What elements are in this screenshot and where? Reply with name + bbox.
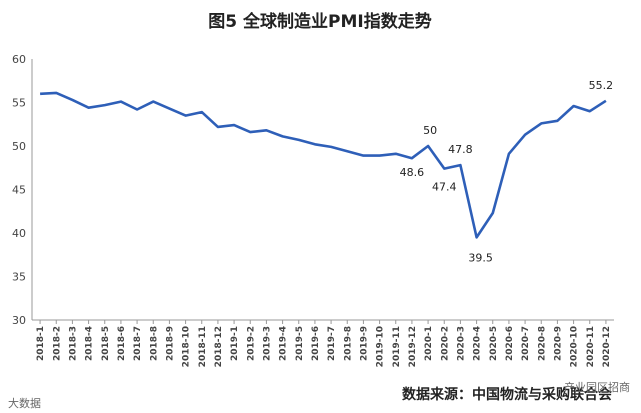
y-tick-label: 30 [12, 314, 26, 327]
data-labels: 48.6 50 47.4 47.8 39.5 55.2 [400, 79, 614, 265]
x-tick-label: 2020-7 [521, 326, 531, 361]
x-tick-label: 2019-7 [327, 326, 337, 361]
x-tick-label: 2019-12 [408, 326, 418, 367]
y-tick-label: 50 [12, 140, 26, 153]
x-tick-label: 2020-2 [440, 326, 450, 361]
y-tick-label: 60 [12, 53, 26, 66]
x-tick-label: 2019-3 [262, 326, 272, 361]
y-axis-ticks: 30 35 40 45 50 55 60 [12, 53, 26, 327]
watermark-right: 产业园区招商 [564, 380, 630, 394]
x-tick-label: 2018-7 [133, 326, 143, 361]
x-tick-label: 2020-10 [570, 326, 580, 367]
x-tick-label: 2018-10 [182, 326, 192, 367]
watermark-left: 大数据 [8, 396, 41, 410]
x-axis-ticks: 2018-1 2018-2 2018-3 2018-4 2018-5 2018-6 2018… [36, 320, 612, 367]
x-tick-label: 2018-6 [117, 326, 127, 361]
y-tick-label: 55 [12, 97, 26, 110]
x-tick-label: 2018-1 [36, 326, 46, 361]
y-tick-label: 35 [12, 271, 26, 284]
x-tick-label: 2018-11 [198, 326, 208, 367]
x-tick-label: 2019-2 [246, 326, 256, 361]
x-tick-label: 2019-10 [376, 326, 386, 367]
x-tick-label: 2019-1 [230, 326, 240, 361]
x-tick-label: 2018-4 [85, 326, 95, 361]
x-tick-label: 2018-5 [101, 326, 111, 361]
data-label: 50 [423, 124, 437, 137]
x-tick-label: 2018-12 [214, 326, 224, 367]
x-tick-label: 2018-9 [165, 326, 175, 361]
x-tick-label: 2020-6 [505, 326, 515, 361]
pmi-series-line [40, 91, 607, 239]
x-tick-label: 2018-8 [149, 326, 159, 361]
axes [31, 59, 614, 321]
x-tick-label: 2020-5 [489, 326, 499, 361]
chart-title: 图5 全球制造业PMI指数走势 [208, 11, 431, 32]
x-tick-label: 2018-3 [68, 326, 78, 361]
x-tick-label: 2020-1 [424, 326, 434, 361]
x-tick-label: 2019-6 [311, 326, 321, 361]
x-tick-label: 2018-2 [52, 326, 62, 361]
data-label: 47.8 [448, 143, 473, 156]
x-tick-label: 2020-4 [473, 326, 483, 361]
y-tick-label: 40 [12, 227, 26, 240]
data-label: 48.6 [400, 166, 425, 179]
y-tick-label: 45 [12, 184, 26, 197]
source-note: 数据来源：中国物流与采购联合会 [402, 386, 613, 403]
x-tick-label: 2020-12 [602, 326, 612, 367]
data-label: 47.4 [432, 181, 457, 194]
x-tick-label: 2019-5 [295, 326, 305, 361]
data-label: 55.2 [589, 79, 614, 92]
x-tick-label: 2019-4 [279, 326, 289, 361]
data-label: 39.5 [468, 251, 493, 264]
x-tick-label: 2020-11 [586, 326, 596, 367]
x-tick-label: 2020-8 [537, 326, 547, 361]
x-tick-label: 2020-9 [553, 326, 563, 361]
x-tick-label: 2019-11 [392, 326, 402, 367]
x-tick-label: 2019-9 [359, 326, 369, 361]
x-tick-label: 2019-8 [343, 326, 353, 361]
x-tick-label: 2020-3 [456, 326, 466, 361]
